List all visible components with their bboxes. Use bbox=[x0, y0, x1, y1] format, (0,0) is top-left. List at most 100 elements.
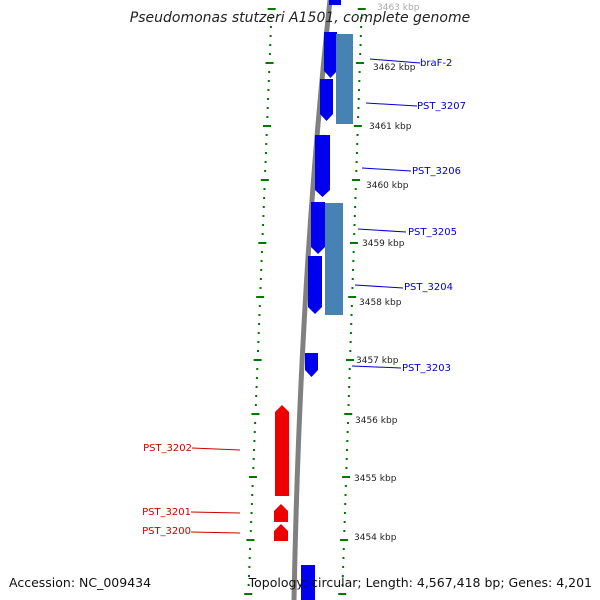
map-title: Pseudomonas stutzeri A1501, complete gen… bbox=[129, 10, 471, 26]
left-tick bbox=[247, 584, 250, 586]
right-tick bbox=[351, 287, 354, 289]
gene-PST_3201 bbox=[274, 504, 288, 522]
right-tick bbox=[359, 44, 362, 46]
right-tick bbox=[349, 341, 352, 343]
right-tick bbox=[351, 278, 354, 280]
right-tick bbox=[345, 458, 348, 460]
right-tick bbox=[350, 314, 353, 316]
gene-alt-feature bbox=[325, 203, 343, 315]
right-tick bbox=[349, 350, 352, 352]
right-tick bbox=[349, 242, 358, 244]
coordinate-label: 3461 kbp bbox=[369, 122, 412, 132]
left-tick bbox=[269, 26, 272, 28]
left-tick bbox=[248, 575, 250, 577]
coordinate-label: 3459 kbp bbox=[362, 239, 405, 249]
right-tick bbox=[342, 548, 345, 550]
gene-label-leader bbox=[190, 531, 241, 534]
right-tick bbox=[352, 269, 355, 271]
right-tick bbox=[358, 89, 361, 91]
right-tick bbox=[358, 80, 361, 82]
gene-braF-2 bbox=[324, 32, 337, 78]
right-tick bbox=[356, 143, 359, 145]
left-tick bbox=[263, 197, 266, 199]
left-tick bbox=[260, 260, 263, 262]
left-tick bbox=[258, 242, 267, 244]
right-tick bbox=[354, 206, 357, 208]
right-tick bbox=[353, 125, 362, 127]
right-tick bbox=[347, 395, 350, 397]
left-tick bbox=[259, 287, 262, 289]
left-tick bbox=[259, 278, 262, 280]
left-tick bbox=[253, 359, 262, 361]
right-tick bbox=[353, 233, 356, 235]
right-tick bbox=[357, 116, 360, 118]
left-tick bbox=[255, 386, 258, 388]
left-tick bbox=[258, 323, 261, 325]
right-tick bbox=[344, 413, 353, 415]
right-tick-track bbox=[338, 8, 366, 595]
left-tick bbox=[254, 422, 257, 424]
gene-label-leader bbox=[369, 58, 421, 64]
gene-label: PST_3206 bbox=[412, 166, 461, 177]
right-tick bbox=[346, 431, 349, 433]
gene-label: PST_3201 bbox=[142, 507, 191, 518]
left-tick bbox=[246, 539, 255, 541]
left-tick bbox=[264, 170, 267, 172]
left-tick bbox=[256, 296, 265, 298]
left-tick bbox=[250, 521, 253, 523]
gene-label-leaders bbox=[190, 58, 421, 534]
gene-PST_3206 bbox=[315, 135, 330, 197]
left-tick-track bbox=[244, 8, 276, 595]
right-tick bbox=[357, 107, 360, 109]
left-tick bbox=[260, 269, 263, 271]
left-tick bbox=[260, 179, 269, 181]
right-tick bbox=[355, 62, 364, 64]
left-tick bbox=[248, 566, 251, 568]
left-tick bbox=[266, 107, 269, 109]
left-tick bbox=[267, 89, 270, 91]
right-tick bbox=[343, 521, 346, 523]
right-tick bbox=[340, 539, 349, 541]
right-tick bbox=[341, 584, 344, 586]
right-tick bbox=[360, 17, 363, 19]
right-tick bbox=[343, 530, 346, 532]
right-tick bbox=[344, 485, 347, 487]
gene-PST_3203 bbox=[305, 353, 318, 377]
left-tick bbox=[254, 404, 257, 406]
left-tick bbox=[251, 494, 254, 496]
right-tick bbox=[353, 224, 356, 226]
gene-label: PST_3205 bbox=[408, 227, 457, 238]
left-tick bbox=[262, 224, 265, 226]
left-tick bbox=[265, 62, 274, 64]
left-tick bbox=[244, 593, 253, 595]
right-tick bbox=[342, 566, 345, 568]
right-tick bbox=[358, 71, 361, 73]
gene-PST_3200 bbox=[274, 524, 288, 541]
left-tick bbox=[264, 161, 267, 163]
gene-label-leader bbox=[357, 228, 407, 233]
left-tick bbox=[249, 530, 252, 532]
right-tick bbox=[345, 467, 348, 469]
left-tick bbox=[265, 134, 268, 136]
left-tick bbox=[262, 206, 265, 208]
gene-partial-top bbox=[329, 0, 341, 5]
right-tick bbox=[344, 503, 347, 505]
left-tick bbox=[250, 512, 253, 514]
right-tick bbox=[346, 440, 349, 442]
left-tick bbox=[263, 125, 271, 127]
left-tick bbox=[267, 8, 276, 10]
left-tick bbox=[268, 71, 271, 73]
right-tick bbox=[354, 197, 357, 199]
left-tick bbox=[266, 116, 269, 118]
right-tick bbox=[342, 557, 345, 559]
gene-label-leader bbox=[354, 284, 404, 289]
gene-features bbox=[274, 0, 353, 600]
right-tick bbox=[350, 305, 353, 307]
left-tick bbox=[269, 35, 272, 37]
coordinate-label: 3456 kbp bbox=[355, 416, 398, 426]
gene-label: PST_3207 bbox=[417, 101, 466, 112]
right-tick bbox=[347, 404, 350, 406]
gene-label: PST_3202 bbox=[143, 443, 192, 454]
left-tick bbox=[252, 458, 255, 460]
